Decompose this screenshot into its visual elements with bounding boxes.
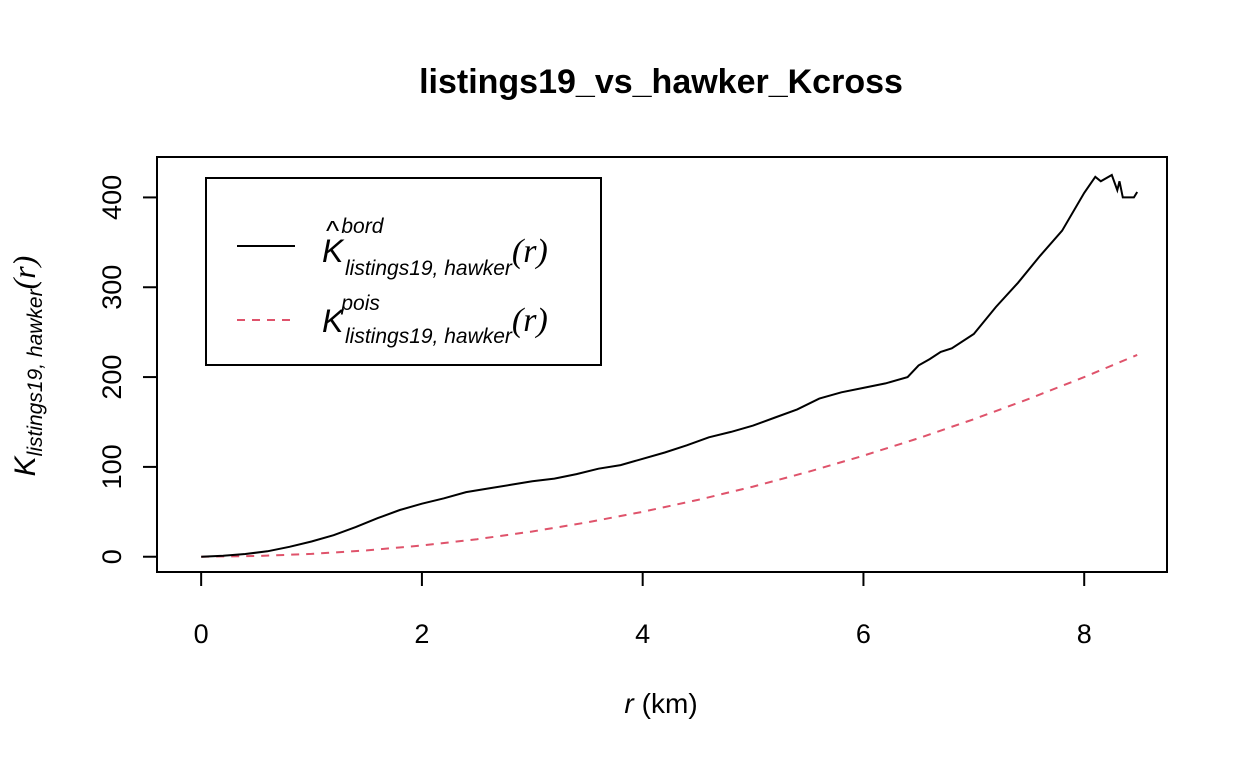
y-tick-label: 100	[97, 444, 127, 489]
legend-box	[205, 177, 602, 366]
legend-pois-arg: (r)	[512, 302, 548, 339]
y-tick-label: 400	[97, 175, 127, 220]
legend-hat: ^	[326, 215, 339, 246]
x-tick-label: 4	[635, 619, 650, 649]
x-tick-label: 2	[414, 619, 429, 649]
x-axis-unit: (km)	[642, 688, 698, 719]
y-axis-label-main: K	[9, 454, 42, 476]
legend-label-pois: Kpois listings19, hawker(r)	[322, 292, 548, 348]
x-axis-variable: r	[624, 688, 635, 719]
x-tick-label: 6	[856, 619, 871, 649]
plot-area	[201, 173, 1139, 558]
legend-bord-sup: bord	[341, 215, 384, 238]
legend-bord-arg: (r)	[512, 233, 548, 270]
y-tick-label: 0	[97, 549, 127, 564]
y-tick-label: 300	[97, 265, 127, 310]
x-tick-label: 0	[194, 619, 209, 649]
y-tick-label: 200	[97, 355, 127, 400]
legend-pois-sub: listings19, hawker	[345, 325, 513, 348]
x-axis-label: r (km)	[624, 688, 697, 719]
legend-pois-main: K	[322, 303, 345, 339]
y-axis: 0 100 200 300 400	[97, 175, 158, 564]
legend-bord-sub: listings19, hawker	[345, 257, 513, 280]
series-line-pois	[201, 353, 1138, 558]
legend-bord-main: K	[322, 233, 345, 269]
legend-label-bord: Kbord listings19, hawker(r)	[322, 215, 548, 280]
y-axis-label-arg: (r)	[6, 256, 42, 290]
chart-title: listings19_vs_hawker_Kcross	[419, 63, 903, 101]
legend-pois-sup: pois	[340, 292, 380, 315]
y-axis-label-sub: listings19, hawker	[24, 288, 47, 456]
x-tick-label: 8	[1077, 619, 1092, 649]
series-line-bord	[201, 173, 1139, 558]
legend: Kbord listings19, hawker(r) ^ Kpois listin…	[205, 177, 602, 366]
x-axis: 0 2 4 6 8	[194, 571, 1092, 649]
y-axis-label: Klistings19, hawker(r)	[6, 256, 47, 477]
